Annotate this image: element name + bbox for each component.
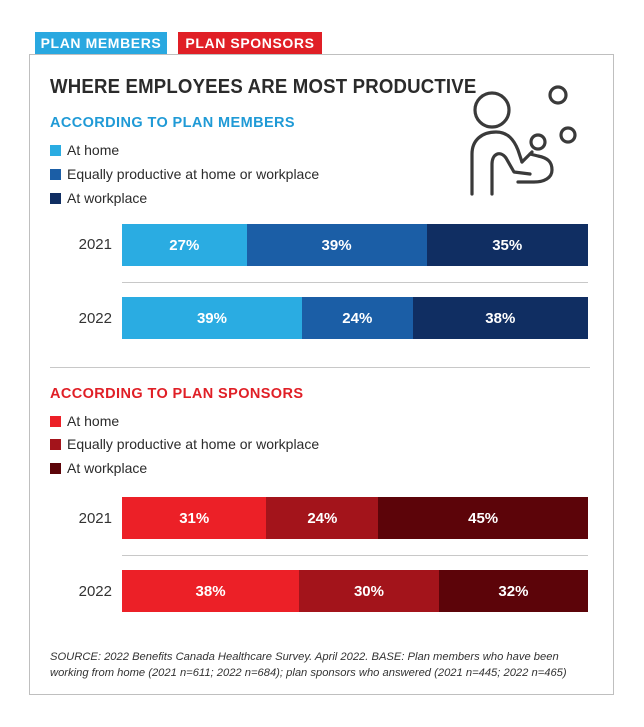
bar-segment-at-home: 31% <box>122 497 267 539</box>
sponsors-legend-item-equal: Equally productive at home or workplace <box>50 436 319 452</box>
data-label: 39% <box>196 309 227 327</box>
tab-plan-members[interactable]: PLAN MEMBERS <box>35 32 167 54</box>
legend-swatch <box>50 463 61 474</box>
members-legend-item-at-home: At home <box>50 142 119 158</box>
members-bar-2021: 27% 39% 35% <box>122 224 588 266</box>
legend-swatch <box>50 145 61 156</box>
members-row-label-2021: 2021 <box>78 236 112 253</box>
members-legend-item-equal: Equally productive at home or workplace <box>50 166 319 182</box>
sponsors-bar-2021: 31% 24% 45% <box>122 497 588 539</box>
data-label: 38% <box>195 582 226 600</box>
data-label: 30% <box>353 582 384 600</box>
legend-label: At home <box>67 142 120 158</box>
legend-label: Equally productive at home or workplace <box>67 166 320 182</box>
sponsors-legend-item-at-workplace: At workplace <box>50 460 147 476</box>
legend-label: At workplace <box>67 190 148 206</box>
members-row-label-2022: 2022 <box>78 310 112 327</box>
sponsors-row-label-2022: 2022 <box>78 583 112 600</box>
bar-segment-equal: 24% <box>301 297 413 339</box>
members-bar-2022: 39% 24% 38% <box>122 297 588 339</box>
tab-plan-sponsors[interactable]: PLAN SPONSORS <box>178 32 322 54</box>
data-label: 45% <box>468 509 499 527</box>
data-label: 38% <box>485 309 516 327</box>
legend-swatch <box>50 169 61 180</box>
bar-segment-at-home: 27% <box>122 224 247 266</box>
bar-segment-at-workplace: 35% <box>426 224 588 266</box>
data-label: 31% <box>179 509 210 527</box>
legend-swatch <box>50 193 61 204</box>
legend-label: Equally productive at home or workplace <box>67 436 320 452</box>
legend-label: At home <box>67 413 120 429</box>
source-note: SOURCE: 2022 Benefits Canada Healthcare … <box>50 651 567 679</box>
bar-segment-at-workplace: 38% <box>412 297 588 339</box>
sponsors-bar-2022: 38% 30% 32% <box>122 570 588 612</box>
bar-segment-at-workplace: 32% <box>438 570 588 612</box>
legend-swatch <box>50 416 61 427</box>
bar-segment-at-workplace: 45% <box>378 497 588 539</box>
sponsors-legend-item-at-home: At home <box>50 413 119 429</box>
data-label: 24% <box>342 309 373 327</box>
data-label: 39% <box>321 236 352 254</box>
data-label: 35% <box>492 236 523 254</box>
person-juggling-icon <box>470 85 577 196</box>
row-divider <box>122 555 588 556</box>
chart-title: WHERE EMPLOYEES ARE MOST PRODUCTIVE <box>50 76 477 98</box>
bar-segment-equal: 30% <box>299 570 439 612</box>
bar-segment-equal: 24% <box>266 497 379 539</box>
section-divider <box>50 367 590 368</box>
bar-segment-equal: 39% <box>246 224 427 266</box>
data-label: 24% <box>307 509 338 527</box>
members-heading: ACCORDING TO PLAN MEMBERS <box>50 115 295 131</box>
legend-label: At workplace <box>67 460 148 476</box>
data-label: 27% <box>169 236 200 254</box>
chart-panel <box>29 54 614 695</box>
data-label: 32% <box>498 582 529 600</box>
sponsors-row-label-2021: 2021 <box>78 510 112 527</box>
members-legend-item-at-workplace: At workplace <box>50 190 147 206</box>
sponsors-heading: ACCORDING TO PLAN SPONSORS <box>50 386 304 402</box>
row-divider <box>122 282 588 283</box>
bar-segment-at-home: 39% <box>122 297 302 339</box>
legend-swatch <box>50 439 61 450</box>
bar-segment-at-home: 38% <box>122 570 300 612</box>
